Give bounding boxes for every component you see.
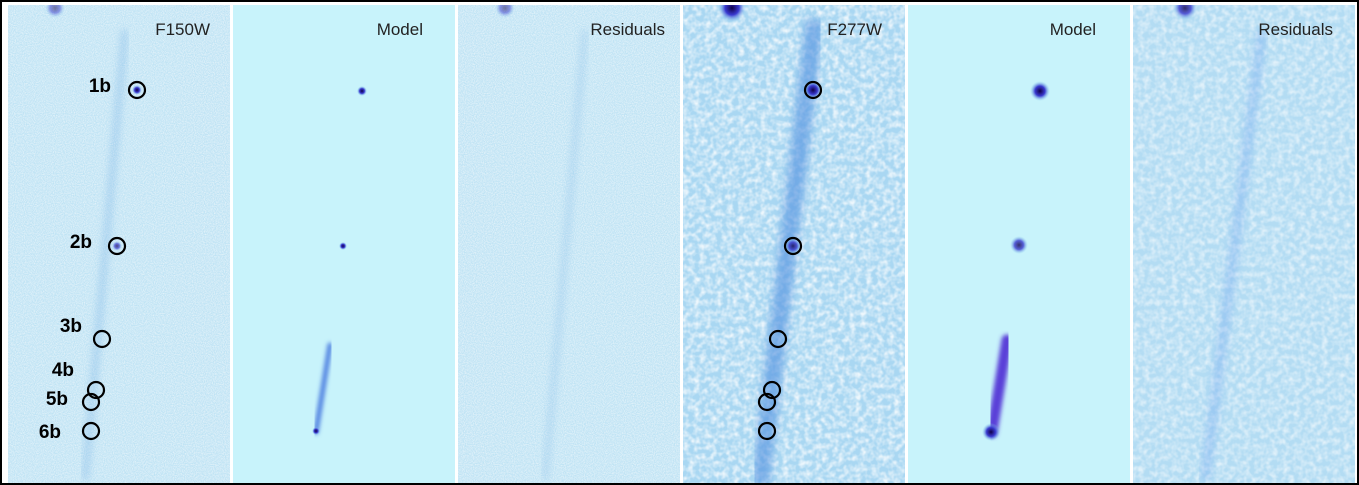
panel-model-2 [908, 5, 1130, 483]
source-label: 6b [39, 422, 61, 443]
panel-title: Model [377, 20, 423, 39]
source-label: 4b [52, 360, 74, 381]
panel-model-1 [233, 5, 455, 483]
panel-title: Residuals [1258, 20, 1333, 39]
source-label: 1b [89, 76, 111, 97]
panel-residuals-2 [1133, 0, 1359, 483]
source-label: 5b [46, 389, 68, 410]
panel-title: F277W [827, 20, 882, 39]
panel-title: Residuals [590, 20, 665, 39]
source-label: 3b [60, 316, 82, 337]
source-label: 2b [70, 232, 92, 253]
panel-title: F150W [155, 20, 210, 39]
panel-title: Model [1050, 20, 1096, 39]
figure: F150W Model Residuals F277W Model Residu… [0, 0, 1359, 485]
